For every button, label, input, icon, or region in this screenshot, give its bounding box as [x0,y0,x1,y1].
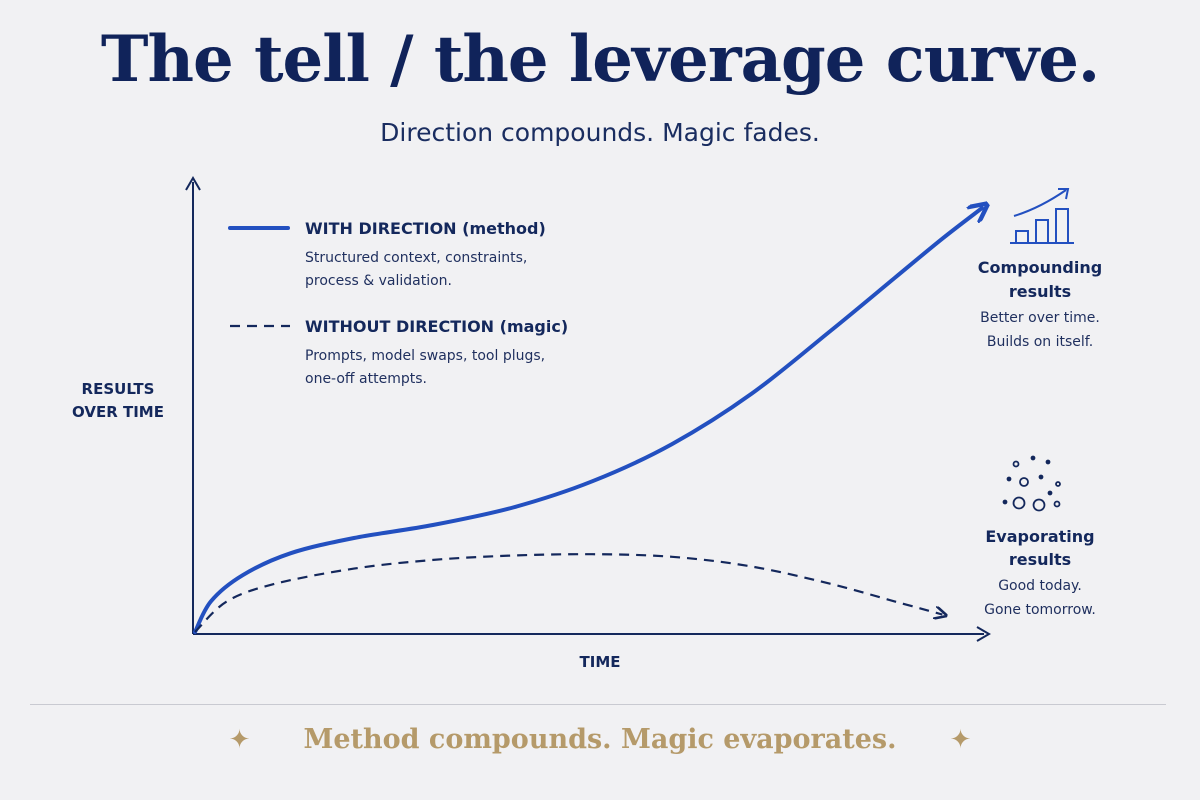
evaporating-desc-line2: Gone tomorrow. [984,602,1096,618]
sparkle-icon: ✦ [949,724,972,755]
page-subtitle: Direction compounds. Magic fades. [380,118,820,147]
legend-title-with-direction: WITH DIRECTION (method) [305,219,546,238]
rising-bar-chart-icon [1010,188,1074,244]
legend-desc-without-direction-line1: Prompts, model swaps, tool plugs, [305,348,545,364]
evaporating-bubbles-icon [1002,455,1061,512]
series-line-without-direction [194,553,942,633]
axes [185,176,991,642]
evaporating-annotation: Evaporating results Good today. Gone tom… [984,455,1096,618]
legend-desc-without-direction-line2: one-off attempts. [305,371,427,387]
legend-desc-with-direction-line1: Structured context, constraints, [305,250,527,266]
sparkle-icon: ✦ [228,724,251,755]
y-axis-arrow-icon [185,176,201,191]
x-axis-label: TIME [580,653,621,671]
page-title: The tell / the leverage curve. [100,22,1100,97]
footer-tagline: Method compounds. Magic evaporates. [303,724,897,755]
x-axis-arrow-icon [976,626,991,642]
legend-title-without-direction: WITHOUT DIRECTION (magic) [305,317,568,336]
series-line-with-direction [193,208,982,634]
legend: WITH DIRECTION (method) Structured conte… [228,219,568,387]
compounding-title-line2: results [1009,282,1071,301]
compounding-desc-line2: Builds on itself. [987,334,1093,350]
compounding-desc-line1: Better over time. [980,310,1100,326]
footer: ✦ Method compounds. Magic evaporates. ✦ [0,724,1200,764]
evaporating-title-line1: Evaporating [985,527,1094,546]
evaporating-desc-line1: Good today. [998,578,1082,594]
y-axis-label-line2: OVER TIME [72,403,164,421]
compounding-annotation: Compounding results Better over time. Bu… [978,188,1102,350]
legend-desc-with-direction-line2: process & validation. [305,273,452,289]
leverage-curve-chart: RESULTS OVER TIME TIME WITH DIRECTION (m… [72,176,1102,671]
evaporating-title-line2: results [1009,550,1071,569]
footer-divider [30,704,1166,705]
compounding-title-line1: Compounding [978,258,1102,277]
y-axis-label-line1: RESULTS [82,380,155,398]
